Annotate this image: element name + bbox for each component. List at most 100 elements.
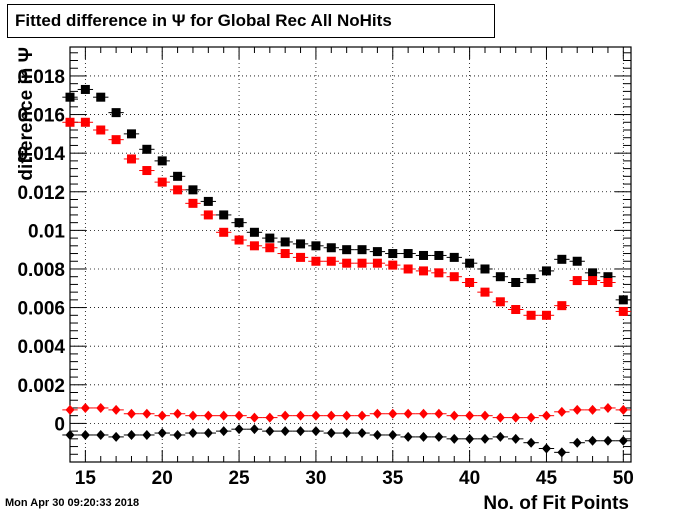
data-point-square <box>495 272 505 282</box>
data-point-diamond <box>234 410 244 421</box>
data-point-square <box>588 268 598 278</box>
data-point-square <box>465 277 475 287</box>
data-point-diamond <box>326 428 336 439</box>
data-point-square <box>157 156 167 166</box>
data-point-square <box>357 245 367 255</box>
data-point-square <box>342 258 352 268</box>
data-point-square <box>603 272 613 282</box>
data-point-square <box>434 268 444 278</box>
data-point-diamond <box>219 410 229 421</box>
data-point-diamond <box>372 429 382 440</box>
data-point-square <box>557 254 567 264</box>
data-point-square <box>111 108 121 118</box>
data-point-square <box>280 237 290 247</box>
data-point-square <box>296 252 306 262</box>
data-point-square <box>219 227 229 237</box>
data-point-diamond <box>465 410 475 421</box>
data-point-diamond <box>326 410 336 421</box>
data-point-diamond <box>449 433 459 444</box>
data-point-diamond <box>96 429 106 440</box>
data-point-diamond <box>541 410 551 421</box>
data-point-square <box>480 264 490 274</box>
data-point-square <box>541 310 551 320</box>
data-point-diamond <box>157 428 167 439</box>
data-point-diamond <box>588 404 598 415</box>
data-point-diamond <box>173 429 183 440</box>
data-point-square <box>96 125 106 135</box>
data-point-diamond <box>403 408 413 419</box>
data-point-diamond <box>618 404 628 415</box>
data-point-square <box>403 264 413 274</box>
x-tick-labels: 15 20 25 30 35 40 45 50 <box>75 468 634 489</box>
data-point-square <box>126 154 136 164</box>
data-point-square <box>603 277 613 287</box>
data-point-square <box>449 252 459 262</box>
data-point-diamond <box>572 404 582 415</box>
data-point-square <box>526 310 536 320</box>
data-point-diamond <box>126 408 136 419</box>
data-markers <box>62 84 631 458</box>
x-tick-label: 35 <box>382 468 404 489</box>
data-point-square <box>173 171 183 181</box>
data-point-square <box>511 277 521 287</box>
data-point-diamond <box>265 412 275 423</box>
data-point-diamond <box>449 410 459 421</box>
data-point-square <box>480 287 490 297</box>
data-point-diamond <box>495 431 505 442</box>
data-point-square <box>326 256 336 266</box>
data-point-square <box>572 256 582 266</box>
data-point-square <box>249 241 259 251</box>
data-point-square <box>65 117 75 127</box>
x-tick-label: 25 <box>228 468 250 489</box>
data-point-square <box>357 258 367 268</box>
plot-frame <box>69 46 632 463</box>
y-tick-label: 0.002 <box>17 376 65 397</box>
data-point-square <box>588 276 598 286</box>
data-point-diamond <box>357 410 367 421</box>
data-point-square <box>311 256 321 266</box>
data-point-diamond <box>188 428 198 439</box>
data-point-square <box>265 233 275 243</box>
y-tick-label: 0.016 <box>17 106 65 127</box>
data-point-square <box>572 276 582 286</box>
data-point-diamond <box>419 431 429 442</box>
data-point-square <box>372 258 382 268</box>
data-point-square <box>434 250 444 260</box>
data-point-diamond <box>142 408 152 419</box>
data-point-diamond <box>219 426 229 437</box>
data-point-diamond <box>173 408 183 419</box>
data-point-diamond <box>311 426 321 437</box>
data-point-diamond <box>526 437 536 448</box>
y-tick-label: 0.006 <box>17 299 65 320</box>
data-point-diamond <box>403 431 413 442</box>
data-point-diamond <box>342 428 352 439</box>
data-point-square <box>372 247 382 257</box>
data-point-square <box>511 305 521 315</box>
data-point-diamond <box>572 437 582 448</box>
y-tick-label: 0.012 <box>17 183 65 204</box>
data-point-square <box>403 249 413 259</box>
data-point-diamond <box>372 408 382 419</box>
x-tick-label: 40 <box>459 468 480 489</box>
data-point-diamond <box>80 429 90 440</box>
data-point-square <box>465 258 475 268</box>
data-point-square <box>388 249 398 259</box>
data-point-diamond <box>157 410 167 421</box>
data-point-diamond <box>495 412 505 423</box>
data-point-diamond <box>188 410 198 421</box>
y-tick-label: 0.004 <box>17 337 65 358</box>
data-point-diamond <box>249 412 259 423</box>
data-point-square <box>188 185 198 195</box>
data-point-diamond <box>65 429 75 440</box>
data-point-square <box>65 92 75 102</box>
data-point-diamond <box>126 429 136 440</box>
data-point-diamond <box>388 408 398 419</box>
data-point-diamond <box>203 428 213 439</box>
data-point-diamond <box>296 426 306 437</box>
y-axis-title: difference in Ψ <box>16 47 37 181</box>
data-point-square <box>296 239 306 249</box>
data-point-square <box>249 227 259 237</box>
data-point-diamond <box>511 433 521 444</box>
data-point-square <box>142 166 152 176</box>
data-point-diamond <box>80 402 90 413</box>
